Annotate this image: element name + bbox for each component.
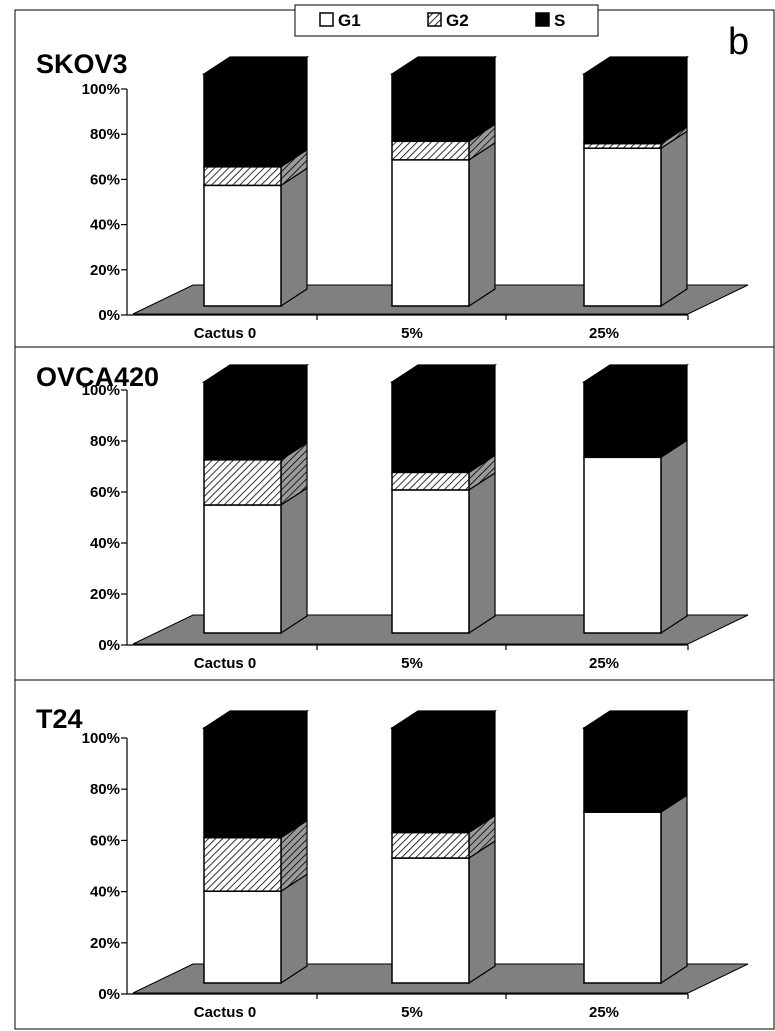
y-tick-label: 0% bbox=[98, 307, 120, 324]
x-tick-label: 5% bbox=[401, 1004, 423, 1021]
bar-top-face bbox=[201, 364, 310, 383]
x-tick-label: 25% bbox=[589, 655, 619, 672]
y-tick-label: 60% bbox=[90, 832, 120, 849]
bar-segment-s bbox=[391, 727, 470, 834]
chart-title: SKOV3 bbox=[36, 49, 128, 79]
y-tick-label: 100% bbox=[82, 730, 120, 747]
y-tick-label: 80% bbox=[90, 781, 120, 798]
bar-5- bbox=[389, 709, 498, 985]
x-tick-label: 5% bbox=[401, 655, 423, 672]
bar-top-face bbox=[389, 710, 498, 729]
chart-1: SKOV3 0% 20% 40% 60% 80% 100% Cactus 0 5% 25% bbox=[36, 49, 749, 342]
bar-segment-g1 bbox=[391, 857, 470, 984]
bar-segment-g1-side bbox=[468, 141, 496, 308]
bar-25- bbox=[581, 363, 690, 635]
y-tick-label: 20% bbox=[90, 262, 120, 279]
bar-top-face bbox=[581, 56, 690, 75]
bar-segment-g1-side bbox=[280, 167, 308, 308]
legend-label-g1: G1 bbox=[338, 11, 361, 30]
bar-segment-g1-side bbox=[660, 794, 688, 985]
bar-segment-g2 bbox=[391, 140, 470, 161]
legend-swatch-g1 bbox=[319, 12, 334, 27]
bar-segment-g2 bbox=[203, 166, 282, 187]
bar-segment-g1-side bbox=[280, 486, 308, 635]
y-tick-label: 0% bbox=[98, 986, 120, 1003]
y-tick-label: 0% bbox=[98, 637, 120, 654]
bar-top-face bbox=[581, 710, 690, 729]
y-tick-label: 100% bbox=[82, 382, 120, 399]
bar-25- bbox=[581, 709, 690, 985]
y-tick-label: 40% bbox=[90, 535, 120, 552]
bar-cactus-0 bbox=[201, 55, 310, 308]
bar-segment-g1-side bbox=[468, 471, 496, 635]
x-tick-label: Cactus 0 bbox=[194, 655, 257, 672]
y-tick-label: 80% bbox=[90, 433, 120, 450]
bar-segment-g1 bbox=[203, 890, 282, 984]
bar-segment-s bbox=[391, 381, 470, 474]
bar-5- bbox=[389, 55, 498, 308]
bar-segment-g1-side bbox=[660, 130, 688, 308]
bar-segment-s-side bbox=[280, 709, 308, 839]
y-tick-label: 20% bbox=[90, 935, 120, 952]
bar-segment-s-side bbox=[660, 709, 688, 814]
chart-3: T24 0% 20% 40% 60% 80% 100% Cactus 0 5% 25% bbox=[36, 704, 749, 1021]
bar-cactus-0 bbox=[201, 709, 310, 985]
bar-segment-s-side bbox=[468, 709, 496, 834]
legend-swatch-g2 bbox=[427, 12, 442, 27]
bar-segment-s bbox=[203, 381, 282, 461]
bar-25- bbox=[581, 55, 690, 308]
bar-cactus-0 bbox=[201, 363, 310, 635]
bar-segment-g2 bbox=[391, 471, 470, 491]
y-tick-label: 100% bbox=[82, 81, 120, 98]
legend-label-s: S bbox=[554, 11, 565, 30]
x-tick-label: 25% bbox=[589, 325, 619, 342]
bar-segment-s bbox=[583, 73, 662, 145]
x-tick-label: Cactus 0 bbox=[194, 1004, 257, 1021]
bar-segment-s bbox=[203, 727, 282, 839]
legend-swatch-s bbox=[535, 12, 550, 27]
bar-top-face bbox=[389, 364, 498, 383]
x-tick-label: Cactus 0 bbox=[194, 325, 257, 342]
y-tick-label: 60% bbox=[90, 171, 120, 188]
chart-2: OVCA420 0% 20% 40% 60% 80% 100% Cactus 0 5% 25% bbox=[36, 362, 749, 672]
bar-segment-s bbox=[391, 73, 470, 143]
chart-title: T24 bbox=[36, 704, 83, 734]
x-tick-label: 5% bbox=[401, 325, 423, 342]
bar-segment-g1-side bbox=[660, 439, 688, 635]
bar-segment-s bbox=[583, 381, 662, 459]
bar-segment-g1 bbox=[391, 489, 470, 634]
bar-segment-s-side bbox=[280, 55, 308, 168]
y-tick-label: 80% bbox=[90, 126, 120, 143]
bar-segment-s bbox=[583, 727, 662, 813]
bar-segment-s-side bbox=[468, 363, 496, 474]
legend: G1 G2 S bbox=[294, 4, 599, 37]
y-tick-label: 40% bbox=[90, 217, 120, 234]
bar-segment-g1 bbox=[583, 456, 662, 634]
panel-letter: b bbox=[728, 21, 749, 63]
bar-segment-g2 bbox=[203, 836, 282, 892]
bar-segment-g2 bbox=[203, 459, 282, 506]
y-tick-label: 60% bbox=[90, 484, 120, 501]
bar-segment-g1-side bbox=[468, 839, 496, 985]
bar-segment-g1 bbox=[391, 159, 470, 307]
x-tick-label: 25% bbox=[589, 1004, 619, 1021]
bar-segment-g1 bbox=[203, 504, 282, 634]
bar-top-face bbox=[201, 56, 310, 75]
bar-top-face bbox=[581, 364, 690, 383]
bar-segment-g1 bbox=[583, 811, 662, 984]
bar-segment-s bbox=[203, 73, 282, 168]
chart-title: OVCA420 bbox=[36, 362, 159, 392]
bar-segment-g1 bbox=[583, 147, 662, 307]
bar-segment-g1 bbox=[203, 184, 282, 307]
bar-top-face bbox=[201, 710, 310, 729]
bar-top-face bbox=[389, 56, 498, 75]
y-tick-label: 40% bbox=[90, 884, 120, 901]
bar-5- bbox=[389, 363, 498, 635]
bar-segment-g2 bbox=[391, 831, 470, 859]
y-tick-label: 20% bbox=[90, 586, 120, 603]
bar-segment-g1-side bbox=[280, 873, 308, 985]
legend-label-g2: G2 bbox=[446, 11, 469, 30]
